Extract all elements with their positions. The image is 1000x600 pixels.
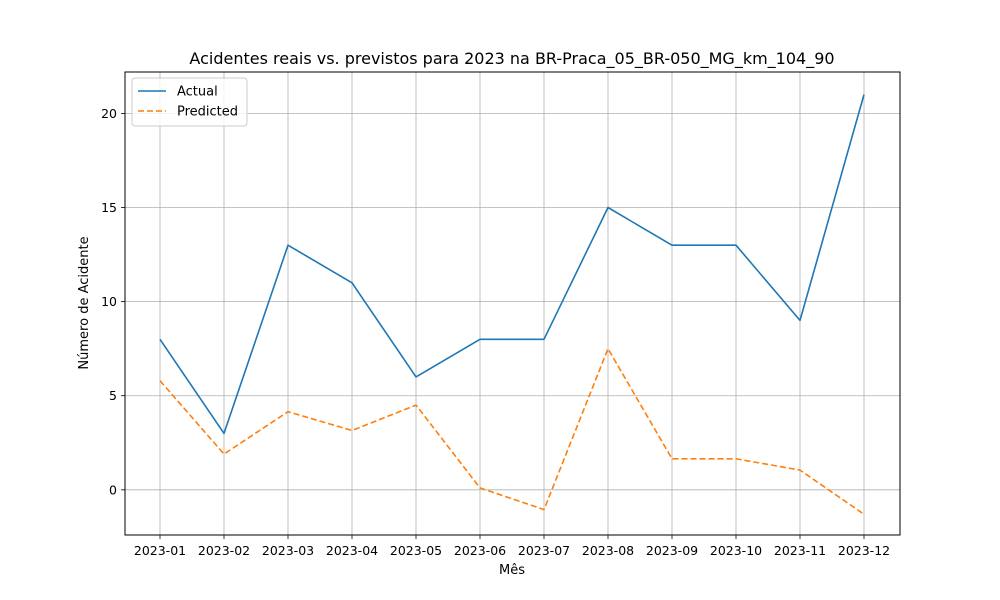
grid xyxy=(125,72,900,535)
x-tick-label: 2023-12 xyxy=(838,543,890,558)
legend-box xyxy=(131,77,248,127)
series-line-predicted xyxy=(159,347,865,515)
x-tick-label: 2023-05 xyxy=(390,543,442,558)
series-lines xyxy=(159,94,865,515)
x-tick-label: 2023-07 xyxy=(518,543,570,558)
legend-label-actual: Actual xyxy=(177,85,218,100)
y-tick-label: 0 xyxy=(109,482,117,497)
y-tick-label: 15 xyxy=(101,200,117,215)
x-tick-label: 2023-08 xyxy=(582,543,634,558)
y-axis-ticks: 0 5 10 15 20 xyxy=(101,106,125,497)
x-tick-label: 2023-06 xyxy=(454,543,506,558)
x-tick-label: 2023-01 xyxy=(134,543,186,558)
plot-frame xyxy=(124,71,901,536)
x-tick-label: 2023-03 xyxy=(262,543,314,558)
x-tick-label: 2023-02 xyxy=(198,543,250,558)
legend-label-predicted: Predicted xyxy=(177,105,238,120)
x-axis-ticks: 2023-01 2023-02 2023-03 2023-04 2023-05 2023-… xyxy=(134,535,890,558)
chart-title: Acidentes reais vs. previstos para 2023 … xyxy=(189,49,834,69)
y-tick-label: 10 xyxy=(101,294,117,309)
y-tick-label: 5 xyxy=(109,388,117,403)
y-tick-label: 20 xyxy=(101,106,117,121)
series-line-actual xyxy=(159,94,865,435)
x-tick-label: 2023-09 xyxy=(646,543,698,558)
x-tick-label: 2023-10 xyxy=(710,543,762,558)
x-tick-label: 2023-04 xyxy=(326,543,378,558)
x-tick-label: 2023-11 xyxy=(774,543,826,558)
y-axis-label: Número de Acidente xyxy=(77,236,92,369)
legend: Actual Predicted xyxy=(131,77,248,127)
x-axis-label: Mês xyxy=(499,563,525,578)
